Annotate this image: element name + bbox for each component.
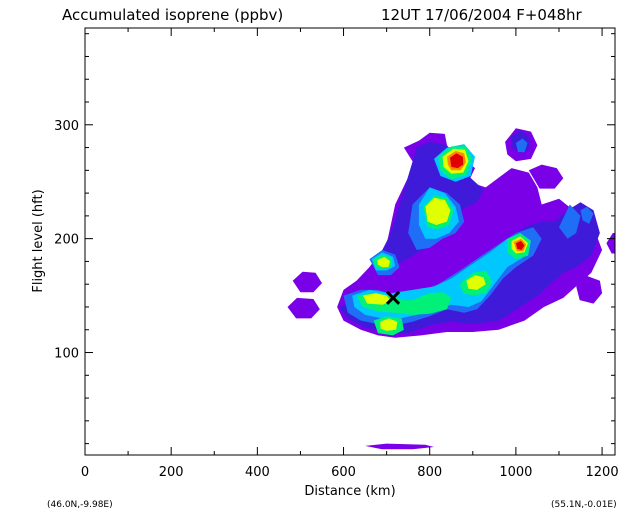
x-tick-label: 800 <box>417 465 442 480</box>
x-tick-label: 1200 <box>586 465 619 480</box>
contour-region-level-1 <box>365 443 434 450</box>
x-tick-label: 1000 <box>499 465 532 480</box>
x-tick-label: 600 <box>331 465 356 480</box>
end-coordinate-label: (55.1N,-0.01E) <box>551 500 617 510</box>
contour-region-level-3 <box>580 206 594 224</box>
contour-region-level-1 <box>292 271 322 293</box>
x-tick-label: 200 <box>159 465 184 480</box>
location-marker <box>386 290 401 305</box>
contour-region-level-1 <box>287 297 320 319</box>
contour-region-level-1 <box>606 233 615 254</box>
contour-region-level-8 <box>450 153 464 169</box>
y-axis: 100 200 300 <box>54 33 615 445</box>
chart-title: Accumulated isoprene (ppbv) <box>62 6 283 24</box>
contour-region-level-6 <box>377 256 391 268</box>
x-tick-label: 0 <box>81 465 89 480</box>
x-axis: 0 200 400 600 800 1000 1200 <box>81 28 619 480</box>
x-axis-label: Distance (km) <box>304 484 395 499</box>
marker-x-stroke <box>386 290 401 305</box>
contour-region-level-1 <box>528 164 564 189</box>
y-tick-label: 100 <box>54 347 79 362</box>
contour-region-level-6 <box>362 293 391 305</box>
y-axis-label: Flight level (hft) <box>31 189 46 292</box>
contour-region-level-8 <box>515 240 525 250</box>
isoprene-contour-fills <box>287 128 615 450</box>
chart-time-label: 12UT 17/06/2004 F+048hr <box>381 6 583 24</box>
contour-region-level-6 <box>380 318 398 331</box>
contour-region-level-3 <box>515 138 528 153</box>
x-tick-label: 400 <box>245 465 270 480</box>
y-tick-label: 200 <box>54 233 79 248</box>
contour-region-level-1 <box>576 275 603 304</box>
contour-region-level-6 <box>466 275 486 290</box>
contour-region-level-3 <box>559 204 581 239</box>
y-tick-label: 300 <box>54 119 79 134</box>
start-coordinate-label: (46.0N,-9.98E) <box>47 500 113 510</box>
plot-area-frame <box>84 27 616 456</box>
contour-region-level-6 <box>425 197 451 225</box>
